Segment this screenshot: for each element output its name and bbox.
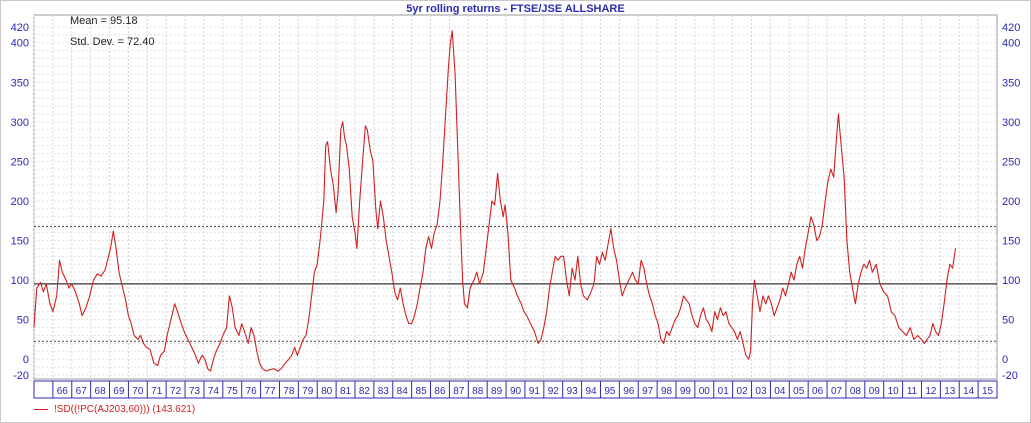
x-tick-label: 88 [472,386,484,397]
x-tick-label: 09 [869,386,881,397]
y-tick-label-right: 350 [1002,77,1020,89]
x-tick-label: 01 [718,386,730,397]
x-axis-band [33,380,998,399]
x-tick-label: 69 [113,386,125,397]
y-tick-label-right: 420 [1002,22,1020,34]
x-axis: 66 67 68 69 70 71 72 73 74 75 76 77 78 79 80 81 82 83 84 85… [33,380,998,399]
y-tick-label-left: 350 [11,77,29,89]
x-tick-label: 95 [604,386,616,397]
x-tick-label: 75 [227,386,239,397]
x-tick-label: 72 [170,386,182,397]
x-tick-label: 81 [340,386,352,397]
series-line [33,30,957,372]
y-tick-label-right: 200 [1002,196,1020,208]
x-tick-label: 83 [378,386,390,397]
legend: !SD((!PC(AJ203,60))) (143.621) [34,404,195,415]
x-tick-label: 99 [680,386,692,397]
y-tick-label-left: -20 [13,370,29,382]
x-tick-label: 10 [888,386,900,397]
x-tick-label: 85 [416,386,428,397]
x-tick-label: 93 [567,386,579,397]
x-tick-label: 68 [95,386,107,397]
y-tick-label-left: 0 [23,354,29,366]
y-tick-label-left: 150 [11,236,29,248]
reference-lines [34,226,997,342]
y-tick-label-right: 150 [1002,236,1020,248]
x-tick-label: 87 [453,386,465,397]
legend-label: !SD((!PC(AJ203,60))) (143.621) [54,404,196,415]
plot-border [33,14,998,380]
x-tick-label: 86 [434,386,446,397]
x-tick-label: 67 [76,386,88,397]
y-axis-left: -20 0 50 100 150 200 250 300 350 400 420 [11,22,29,382]
x-tick-label: 74 [208,386,220,397]
x-tick-label: 71 [151,386,163,397]
x-tick-label: 97 [642,386,654,397]
mean-stat: Mean = 95.18 [70,15,138,27]
x-tick-label: 06 [812,386,824,397]
y-tick-label-right: -20 [1002,370,1018,382]
grid [33,14,998,380]
x-tick-label: 96 [623,386,635,397]
x-tick-label: 05 [793,386,805,397]
series-layer [33,30,957,372]
x-tick-label: 77 [264,386,276,397]
y-tick-label-right: 0 [1002,354,1008,366]
x-tick-label: 66 [57,386,69,397]
y-tick-label-left: 50 [17,315,29,327]
x-tick-label: 91 [529,386,541,397]
x-tick-label: 03 [755,386,767,397]
y-tick-label-left: 300 [11,117,29,129]
x-tick-label: 80 [321,386,333,397]
x-tick-label: 98 [661,386,673,397]
y-tick-label-left: 100 [11,275,29,287]
y-tick-label-left: 400 [11,38,29,50]
y-tick-label-right: 50 [1002,315,1014,327]
x-tick-label: 89 [491,386,503,397]
x-tick-label: 02 [737,386,749,397]
chart-title: 5yr rolling returns - FTSE/JSE ALLSHARE [406,3,625,15]
x-tick-label: 04 [774,386,786,397]
x-tick-label: 90 [510,386,522,397]
x-tick-label: 82 [359,386,371,397]
x-tick-label: 00 [699,386,711,397]
y-tick-label-right: 300 [1002,117,1020,129]
x-tick-label: 12 [925,386,937,397]
x-tick-label: 79 [302,386,314,397]
x-tick-label: 15 [982,386,994,397]
y-tick-label-right: 400 [1002,38,1020,50]
x-tick-label: 92 [548,386,560,397]
x-tick-label: 78 [283,386,295,397]
x-tick-label: 08 [850,386,862,397]
x-tick-label: 13 [944,386,956,397]
x-tick-label: 70 [132,386,144,397]
std-dev-stat: Std. Dev. = 72.40 [70,36,155,48]
x-tick-label: 84 [397,386,409,397]
legend-swatch [34,409,48,410]
y-tick-label-left: 420 [11,22,29,34]
y-axis-right: -20 0 50 100 150 200 250 300 350 400 420 [1002,22,1020,382]
y-tick-label-left: 200 [11,196,29,208]
x-tick-label: 76 [246,386,258,397]
x-tick-label: 14 [963,386,975,397]
y-tick-label-right: 250 [1002,156,1020,168]
x-tick-label: 73 [189,386,201,397]
y-tick-label-left: 250 [11,156,29,168]
x-tick-label: 07 [831,386,843,397]
x-tick-label: 11 [907,386,918,397]
x-tick-label: 94 [585,386,597,397]
y-tick-label-right: 100 [1002,275,1020,287]
